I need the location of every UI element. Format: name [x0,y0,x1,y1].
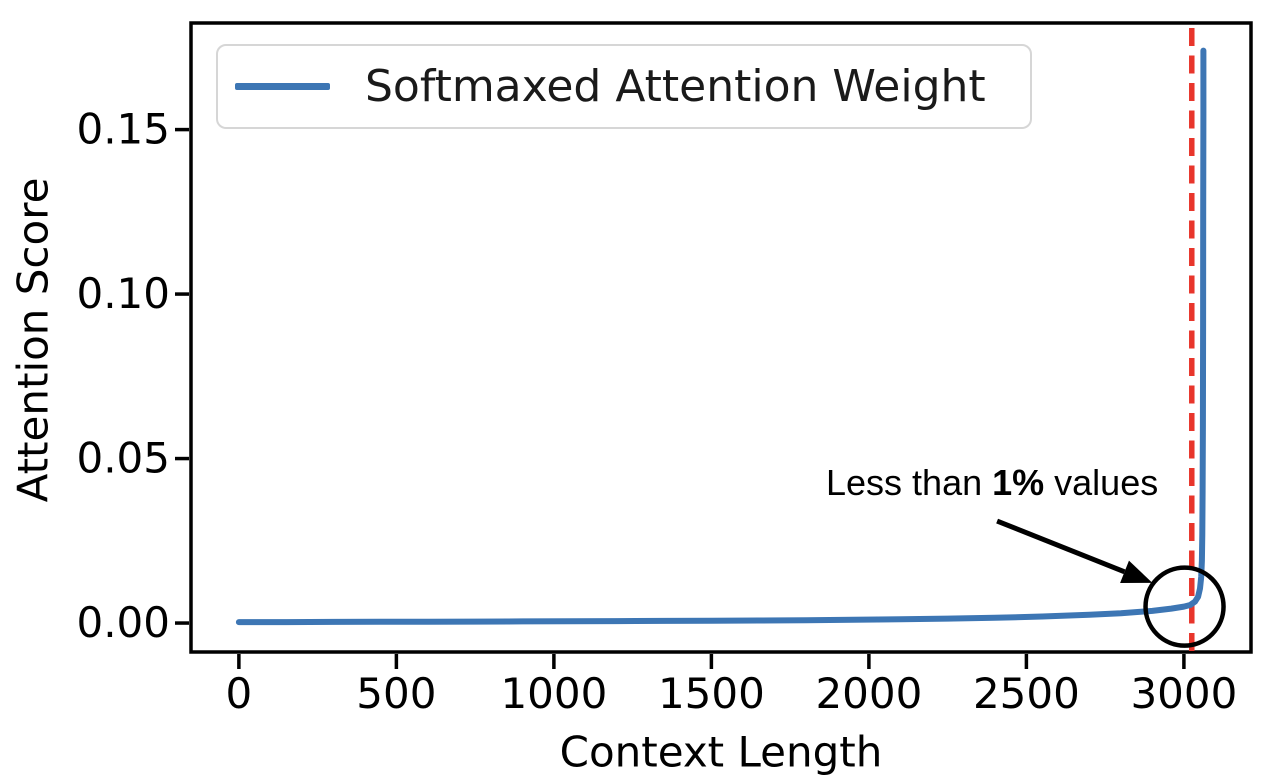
x-axis-title: Context Length [559,727,883,777]
annotation-text-bold: 1% [992,462,1045,503]
y-axis-tick-label: 0.00 [76,598,170,647]
x-axis-tick-label: 2500 [973,669,1080,718]
annotation-text-suffix: values [1044,462,1159,503]
x-axis-tick-label: 1000 [500,669,607,718]
annotation-text: Less than 1% values [826,462,1158,504]
y-axis-tick-label: 0.15 [76,105,170,154]
annotation-arrow [996,518,1126,575]
highlight-circle [1143,565,1226,648]
annotation-arrow-head [1120,560,1153,583]
x-axis-tick-label: 3000 [1130,669,1237,718]
y-axis-title: Attention Score [8,177,58,503]
plot-border [189,21,1253,654]
x-axis-tick-label: 0 [226,669,253,718]
attention-weight-line [235,47,1207,626]
legend-label: Softmaxed Attention Weight [365,61,986,112]
legend: Softmaxed Attention Weight [216,44,1032,129]
y-axis-tick-label: 0.10 [76,269,170,318]
annotation-text-prefix: Less than [826,462,993,503]
x-axis-tick-label: 1500 [658,669,765,718]
y-axis-tick-label: 0.05 [76,434,170,483]
legend-line-swatch [235,83,330,90]
x-axis-tick-label: 2000 [815,669,922,718]
x-axis-tick-label: 500 [356,669,436,718]
